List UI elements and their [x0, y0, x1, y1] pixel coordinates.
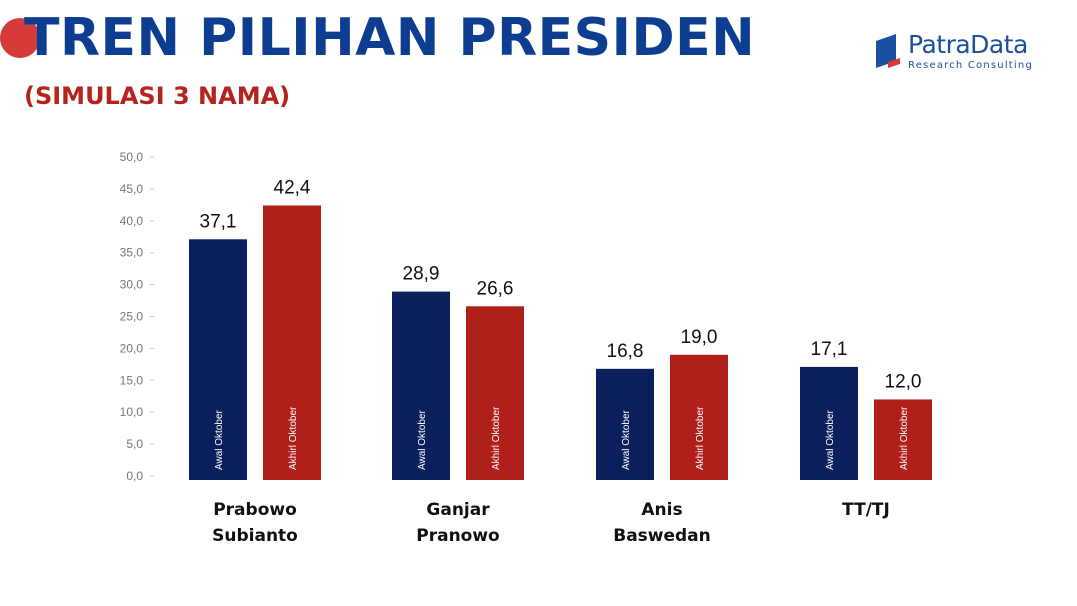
y-tick-label: 45,0: [120, 182, 144, 196]
brand-name: PatraData: [908, 30, 1028, 59]
bar-value-label: 26,6: [477, 278, 514, 299]
bar-series-label: Akhirl Oktober: [491, 406, 502, 470]
decorative-dot: [0, 18, 40, 58]
bar: [670, 354, 728, 480]
y-tick-label: 10,0: [120, 405, 144, 419]
x-category-label: Prabowo Subianto: [180, 497, 330, 549]
bar-value-label: 12,0: [885, 371, 922, 392]
x-category-label-line: TT/TJ: [842, 500, 890, 520]
bar: [263, 205, 321, 480]
bar-value-label: 42,4: [274, 177, 311, 198]
y-tick-label: 15,0: [120, 373, 144, 387]
page-subtitle: (SIMULASI 3 NAMA): [24, 82, 291, 110]
bar: [800, 366, 858, 480]
bar: [874, 399, 932, 480]
y-tick-label: 50,0: [120, 150, 144, 164]
bar-series-label: Awal Oktober: [417, 409, 428, 470]
y-tick-label: 40,0: [120, 214, 144, 228]
bar-series-label: Akhirl Oktober: [695, 406, 706, 470]
x-category-label-line: Pranowo: [416, 526, 500, 546]
bar: [596, 368, 654, 480]
patradata-logo-icon: [876, 34, 900, 68]
x-category-label-line: Anis: [641, 500, 683, 520]
y-axis: 0,0 5,0 10,0 15,0 20,0 25,0 30,0 35,0 40,0 45,0 50…: [120, 150, 154, 483]
y-tick-label: 35,0: [120, 246, 144, 260]
brand-logo: PatraData Research Consulting: [874, 30, 1054, 74]
bar-value-label: 16,8: [607, 341, 644, 362]
page-title: TREN PILIHAN PRESIDEN: [24, 8, 756, 68]
x-category-label: Anis Baswedan: [587, 497, 737, 549]
y-tick-label: 25,0: [120, 310, 144, 324]
bars-group: 37,1 Awal Oktober 42,4 Akhirl Oktober 28,9 Aw…: [189, 177, 932, 480]
bar-series-label: Awal Oktober: [621, 409, 632, 470]
bar-series-label: Awal Oktober: [825, 409, 836, 470]
bar-value-label: 28,9: [403, 264, 440, 285]
bar-value-label: 17,1: [811, 339, 848, 360]
brand-tagline: Research Consulting: [908, 60, 1033, 71]
x-category-label: TT/TJ: [791, 497, 941, 523]
bar-series-label: Awal Oktober: [214, 409, 225, 470]
y-tick-label: 30,0: [120, 278, 144, 292]
y-tick-label: 20,0: [120, 341, 144, 355]
x-category-label: Ganjar Pranowo: [383, 497, 533, 549]
bar-series-label: Akhirl Oktober: [899, 406, 910, 470]
bar: [189, 239, 247, 480]
bar-value-label: 19,0: [681, 327, 718, 348]
bar-series-label: Akhirl Oktober: [288, 406, 299, 470]
y-tick-label: 0,0: [126, 469, 143, 483]
x-category-label-line: Baswedan: [613, 526, 711, 546]
x-category-label-line: Ganjar: [426, 500, 490, 520]
y-tick-label: 5,0: [126, 437, 143, 451]
bar: [392, 291, 450, 480]
bar: [466, 306, 524, 480]
bar-value-label: 37,1: [200, 211, 237, 232]
x-category-label-line: Subianto: [212, 526, 298, 546]
x-category-label-line: Prabowo: [213, 500, 297, 520]
